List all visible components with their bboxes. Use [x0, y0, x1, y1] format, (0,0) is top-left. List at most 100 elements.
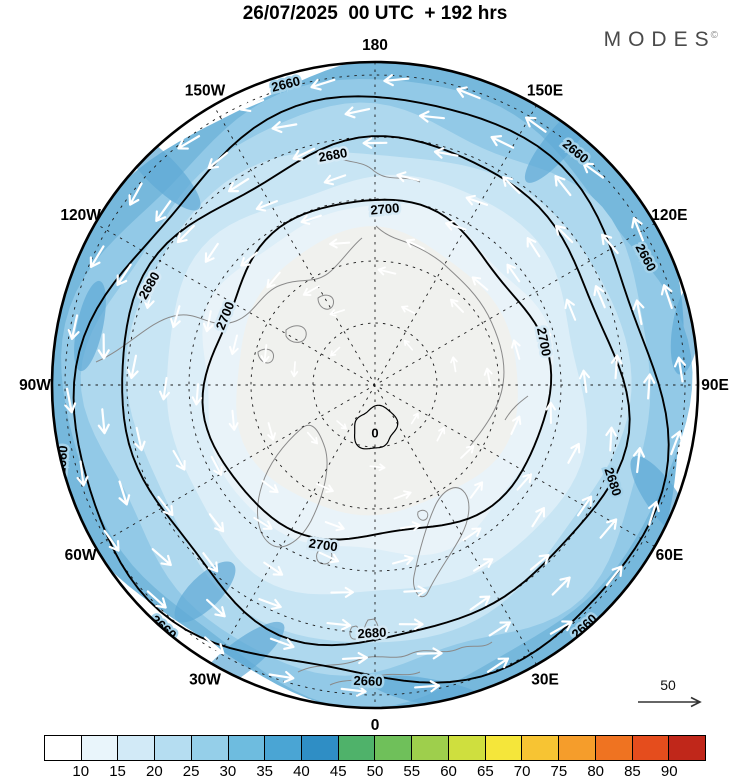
wind-arrow: [578, 369, 591, 394]
wind-arrow: [67, 314, 80, 340]
wind-arrow: [329, 346, 341, 357]
colorbar-cell: [265, 736, 303, 760]
wind-arrow: [202, 310, 214, 333]
colorbar-cell: [118, 736, 156, 760]
coastline-path: [329, 151, 421, 183]
wind-arrow: [258, 598, 282, 610]
colorbar-tick-labels: 10 15 20 25 30 35 40 45 50 55 60 65 70 75 80 85 90: [44, 763, 706, 782]
coastline-path: [317, 294, 335, 310]
coastline-path: [297, 641, 493, 673]
wind-arrow: [403, 585, 427, 597]
colorbar-tick: 50: [366, 763, 384, 780]
longitude-label-30E: 30E: [531, 671, 559, 688]
contour-0: [354, 404, 399, 450]
wind-arrow: [605, 565, 623, 587]
wind-arrow: [605, 426, 617, 452]
colorbar-tick: 10: [72, 763, 90, 780]
longitude-label-120W: 120W: [60, 207, 101, 224]
wind-arrow: [433, 147, 459, 159]
coastline-path: [375, 225, 505, 447]
wind-arrow: [159, 376, 171, 401]
wind-arrow: [416, 647, 443, 660]
colorbar-cell: [485, 736, 523, 760]
colorbar-tick: 75: [550, 763, 568, 780]
colorbar-cell: [191, 736, 229, 760]
reference-vector: 50: [638, 677, 702, 708]
wind-arrow: [391, 554, 414, 566]
wind-arrow: [660, 284, 673, 310]
longitude-label-180: 180: [362, 37, 388, 54]
wind-arrow: [393, 490, 412, 500]
graticule: [52, 62, 698, 708]
colorbar-cell: [302, 736, 339, 760]
wind-arrow: [469, 481, 484, 499]
wind-arrow: [128, 182, 143, 206]
wind-arrow: [292, 147, 316, 161]
copyright-mark: ©: [710, 30, 718, 41]
wind-arrow: [269, 637, 295, 650]
longitude-label-60W: 60W: [65, 547, 97, 564]
wind-arrow: [545, 401, 557, 425]
wind-arrow: [323, 174, 347, 186]
wind-arrow: [260, 344, 270, 364]
wind-arrow: [318, 551, 340, 564]
contour-label: 2700: [370, 200, 400, 217]
wind-arrow: [266, 271, 281, 289]
colorbar-tick: 70: [513, 763, 531, 780]
wind-arrow: [151, 548, 172, 567]
colorbar-cell: [412, 736, 449, 760]
contour-2660: [72, 95, 670, 684]
wind-arrow: [89, 245, 105, 269]
wind-arrow: [582, 162, 605, 179]
wind-arrow: [631, 217, 644, 242]
colorbar-tick: 65: [476, 763, 494, 780]
colorbar-cell: [81, 736, 119, 760]
wind-arrow: [541, 327, 552, 350]
wind-arrow: [377, 266, 397, 276]
wind-arrow: [488, 621, 512, 637]
height-contours: [72, 95, 670, 684]
wind-arrow: [326, 618, 352, 631]
coastline-path: [417, 509, 429, 521]
longitude-label-90E: 90E: [701, 377, 729, 394]
wind-arrow: [97, 333, 110, 360]
wind-arrow: [263, 561, 284, 576]
wind-arrow: [340, 684, 367, 697]
wind-arrow: [529, 553, 550, 571]
wind-arrow: [329, 238, 351, 249]
wind-arrow: [177, 135, 201, 150]
wind-arrow: [97, 408, 110, 435]
wind-arrow: [632, 299, 645, 326]
longitude-label-150W: 150W: [185, 83, 226, 100]
wind-arrow: [471, 276, 489, 291]
wind-arrow: [483, 367, 493, 387]
wind-arrow: [239, 99, 265, 113]
wind-arrow: [564, 298, 577, 321]
wind-arrow: [403, 339, 414, 351]
wind-arrow: [202, 552, 219, 573]
wind-arrow: [450, 298, 465, 313]
wind-arrow: [172, 449, 186, 471]
wind-arrow: [577, 495, 593, 517]
colorbar-cell: [522, 736, 560, 760]
wind-arrow: [593, 285, 606, 309]
wind-arrow: [398, 618, 424, 631]
wind-arrow: [207, 151, 229, 170]
wind-arrow: [456, 86, 481, 100]
wind-arrow: [324, 521, 345, 532]
longitude-label-150E: 150E: [527, 83, 563, 100]
wind-arrow: [336, 420, 347, 430]
wind-arrow: [554, 175, 572, 197]
colorbar-tick: 80: [587, 763, 604, 780]
contour-label: 2700: [308, 536, 339, 555]
wind-arrow: [396, 171, 420, 183]
wind-arrow: [330, 586, 354, 598]
colorbar-tick: 30: [219, 763, 237, 780]
wind-arrow: [462, 527, 482, 542]
wind-arrow: [369, 463, 386, 472]
coastline-path: [349, 625, 360, 640]
coastline-path: [412, 487, 470, 598]
colorbar-tick: 15: [109, 763, 126, 780]
wind-arrow: [204, 242, 219, 263]
